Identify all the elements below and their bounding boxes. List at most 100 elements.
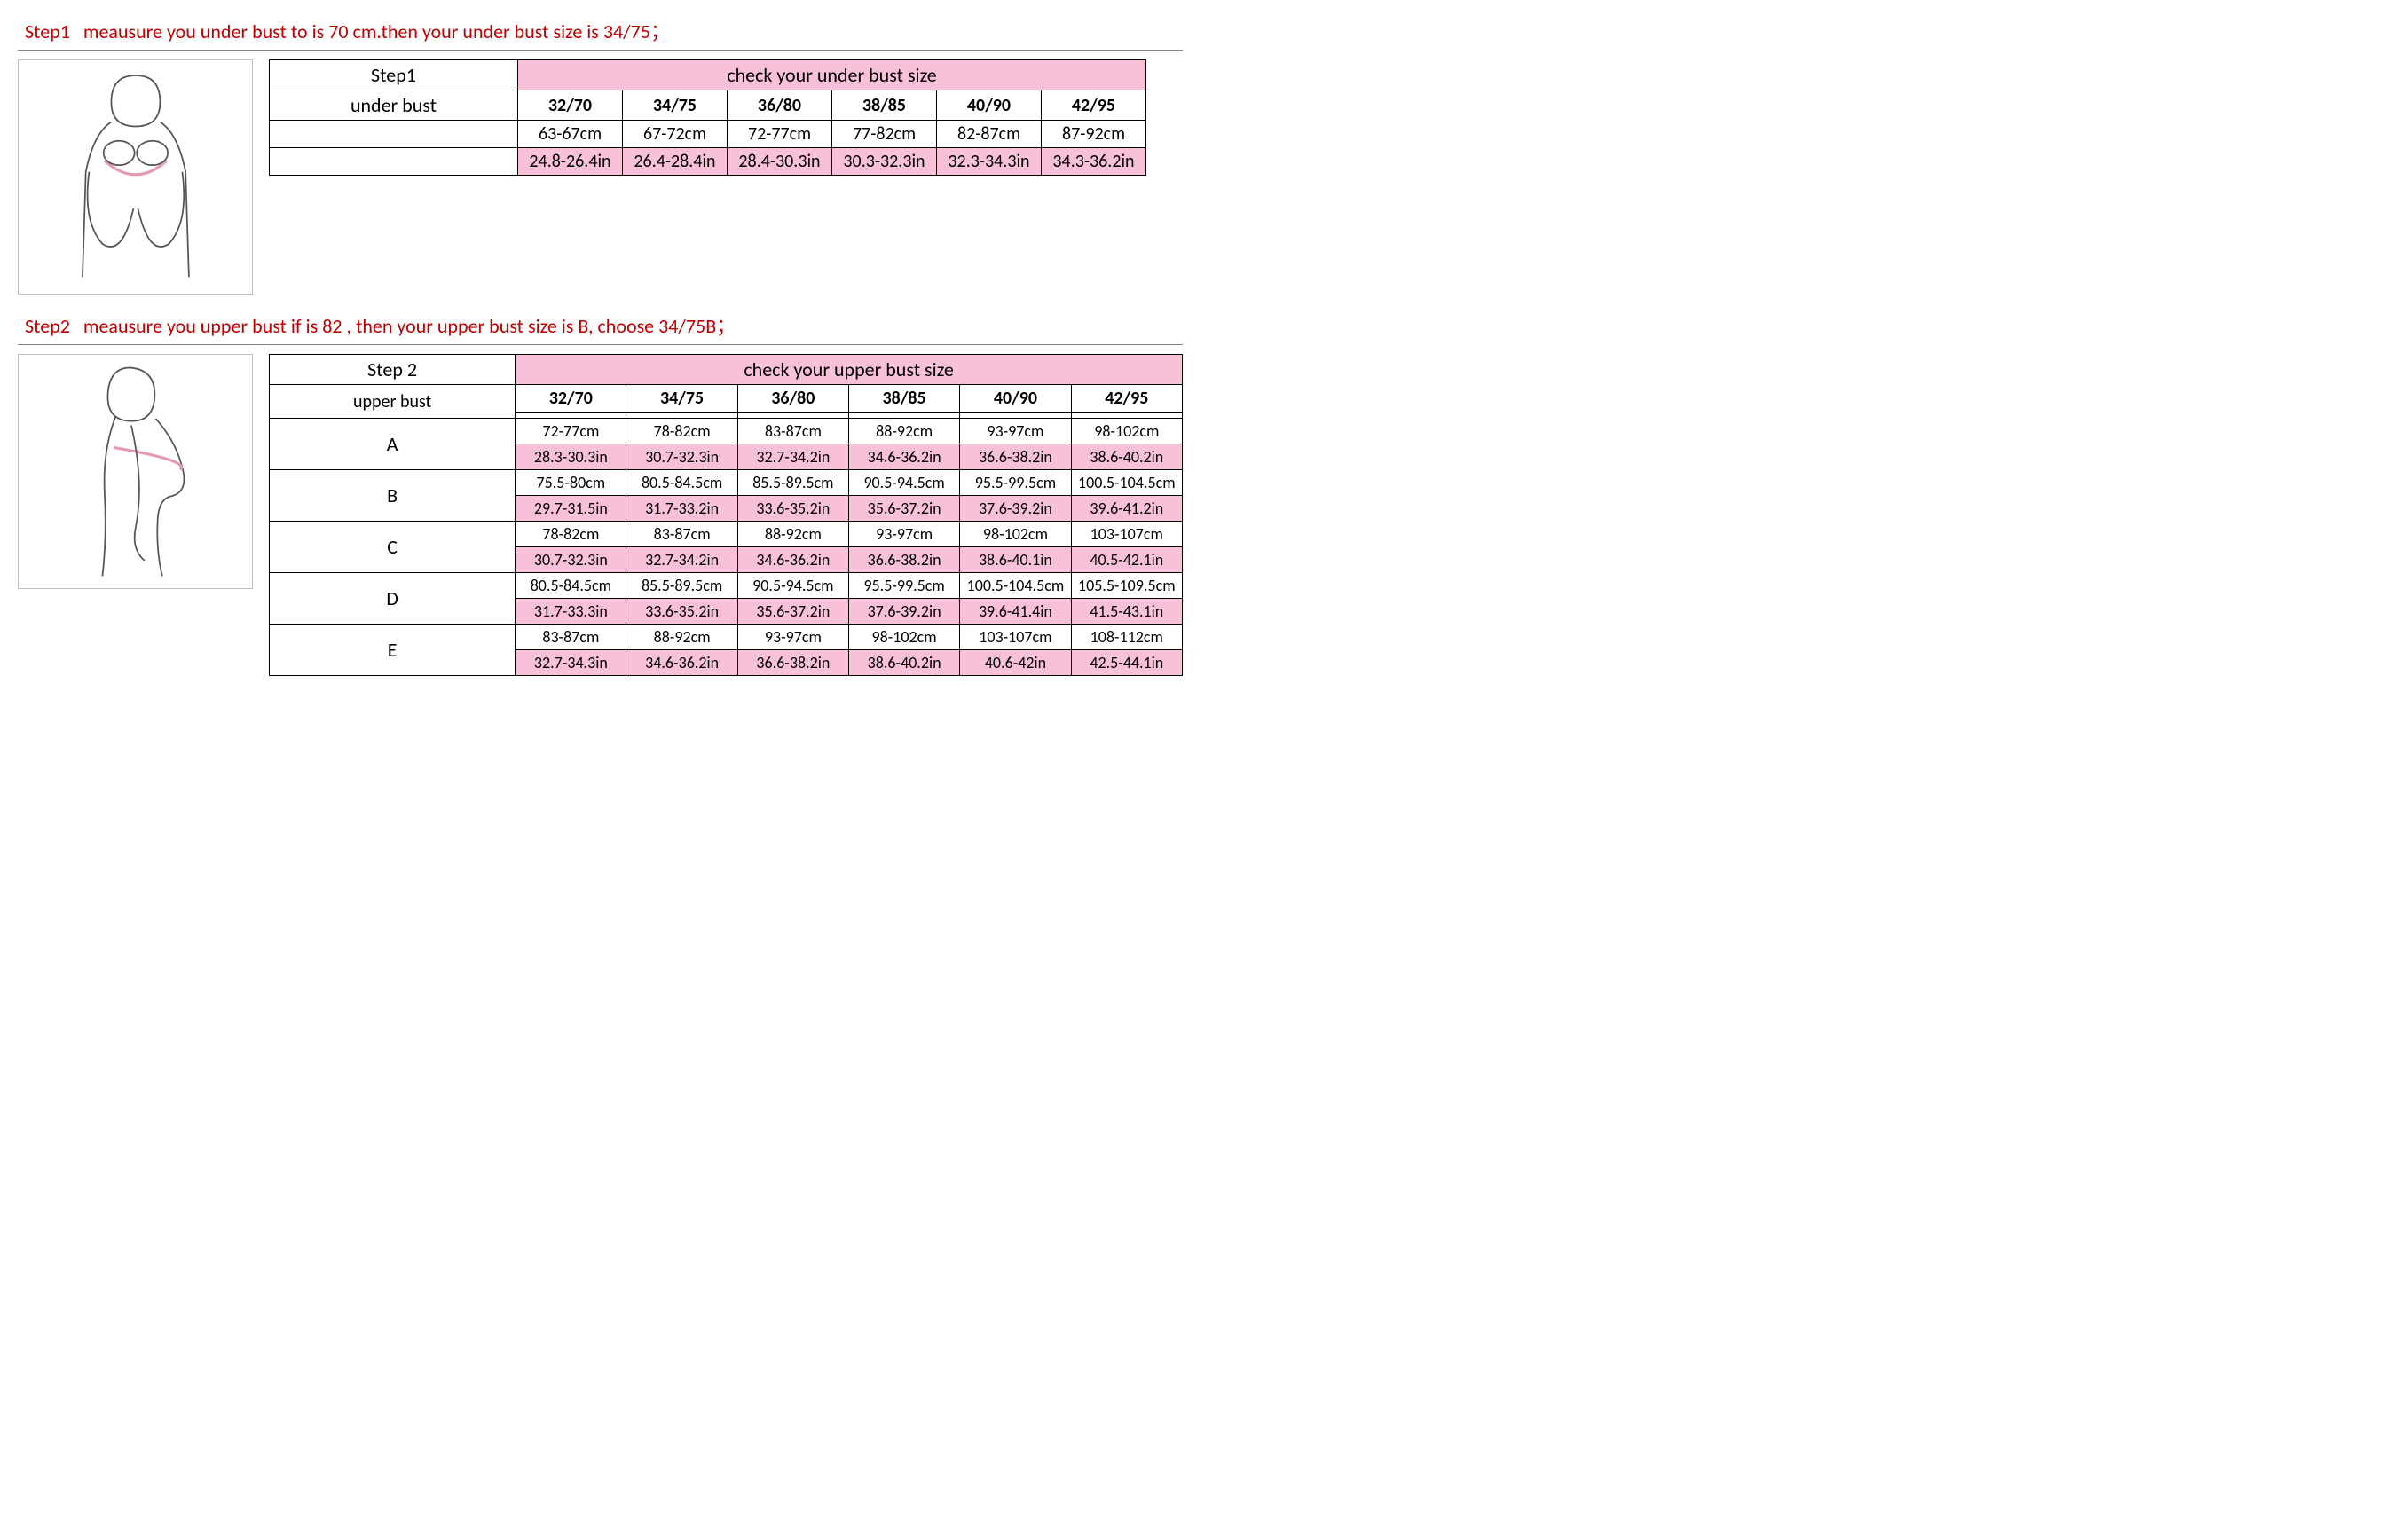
in-cell: 36.6-38.2in: [848, 547, 959, 573]
in-cell: 32.7-34.2in: [737, 444, 848, 470]
in-cell: 38.6-40.2in: [1071, 444, 1182, 470]
table-row: Step 2 check your upper bust size: [270, 355, 1183, 385]
cm-cell: 98-102cm: [960, 522, 1071, 547]
cm-cell: 85.5-89.5cm: [737, 470, 848, 496]
size-cell: 32/70: [518, 90, 623, 121]
in-cell: 30.7-32.3in: [626, 444, 737, 470]
empty-cell: [270, 148, 518, 176]
in-cell: 35.6-37.2in: [737, 599, 848, 625]
in-cell: 30.3-32.3in: [832, 148, 937, 176]
size-cell: 38/85: [848, 385, 959, 412]
size-cell: 40/90: [937, 90, 1042, 121]
cm-cell: 83-87cm: [516, 625, 626, 650]
size-cell: 36/80: [737, 385, 848, 412]
cm-cell: 98-102cm: [848, 625, 959, 650]
table-row: 24.8-26.4in 26.4-28.4in 28.4-30.3in 30.3…: [270, 148, 1146, 176]
in-cell: 40.6-42in: [960, 650, 1071, 676]
cm-cell: 82-87cm: [937, 121, 1042, 148]
in-cell: 42.5-44.1in: [1071, 650, 1182, 676]
cm-cell: 87-92cm: [1042, 121, 1146, 148]
empty-cell: [737, 412, 848, 419]
table-row: Step1 check your under bust size: [270, 60, 1146, 90]
cm-cell: 95.5-99.5cm: [960, 470, 1071, 496]
step2-corner: Step 2: [270, 355, 516, 385]
step1-header: Step1 meausure you under bust to is 70 c…: [25, 16, 1183, 44]
torso-side-icon: [25, 361, 247, 583]
step2-header: Step2 meausure you upper bust if is 82 ,…: [25, 310, 1183, 339]
in-cell: 34.3-36.2in: [1042, 148, 1146, 176]
empty-cell: [960, 412, 1071, 419]
under-bust-banner: check your under bust size: [518, 60, 1146, 90]
in-cell: 37.6-39.2in: [848, 599, 959, 625]
cup-label: D: [270, 573, 516, 625]
in-cell: 33.6-35.2in: [626, 599, 737, 625]
in-cell: 31.7-33.2in: [626, 496, 737, 522]
cm-cell: 85.5-89.5cm: [626, 573, 737, 599]
in-cell: 28.4-30.3in: [728, 148, 832, 176]
cm-cell: 95.5-99.5cm: [848, 573, 959, 599]
cup-label: B: [270, 470, 516, 522]
table-row: under bust 32/70 34/75 36/80 38/85 40/90…: [270, 90, 1146, 121]
table-row: E 83-87cm 88-92cm 93-97cm 98-102cm 103-1…: [270, 625, 1183, 650]
cm-cell: 80.5-84.5cm: [516, 573, 626, 599]
in-cell: 35.6-37.2in: [848, 496, 959, 522]
step2-section: Step 2 check your upper bust size upper …: [18, 354, 1183, 676]
cm-cell: 93-97cm: [960, 419, 1071, 444]
step1-corner: Step1: [270, 60, 518, 90]
table-row: B 75.5-80cm 80.5-84.5cm 85.5-89.5cm 90.5…: [270, 470, 1183, 496]
in-cell: 32.7-34.3in: [516, 650, 626, 676]
step1-section: Step1 check your under bust size under b…: [18, 59, 1183, 295]
empty-cell: [270, 121, 518, 148]
size-cell: 34/75: [626, 385, 737, 412]
in-cell: 33.6-35.2in: [737, 496, 848, 522]
in-cell: 32.7-34.2in: [626, 547, 737, 573]
in-cell: 37.6-39.2in: [960, 496, 1071, 522]
in-cell: 40.5-42.1in: [1071, 547, 1182, 573]
size-cell: 42/95: [1042, 90, 1146, 121]
empty-cell: [1071, 412, 1182, 419]
table-row: A 72-77cm 78-82cm 83-87cm 88-92cm 93-97c…: [270, 419, 1183, 444]
step1-desc: meausure you under bust to is 70 cm.then…: [83, 20, 670, 43]
cm-cell: 93-97cm: [848, 522, 959, 547]
size-cell: 32/70: [516, 385, 626, 412]
cm-cell: 77-82cm: [832, 121, 937, 148]
cm-cell: 72-77cm: [728, 121, 832, 148]
cm-cell: 98-102cm: [1071, 419, 1182, 444]
in-cell: 36.6-38.2in: [737, 650, 848, 676]
in-cell: 36.6-38.2in: [960, 444, 1071, 470]
in-cell: 24.8-26.4in: [518, 148, 623, 176]
upper-bust-banner: check your upper bust size: [516, 355, 1183, 385]
step2-label: Step2: [25, 314, 70, 338]
in-cell: 29.7-31.5in: [516, 496, 626, 522]
table-row: C 78-82cm 83-87cm 88-92cm 93-97cm 98-102…: [270, 522, 1183, 547]
cm-cell: 63-67cm: [518, 121, 623, 148]
in-cell: 31.7-33.3in: [516, 599, 626, 625]
upper-bust-row-label: upper bust: [270, 385, 516, 419]
in-cell: 34.6-36.2in: [848, 444, 959, 470]
cm-cell: 90.5-94.5cm: [848, 470, 959, 496]
cm-cell: 90.5-94.5cm: [737, 573, 848, 599]
step1-label: Step1: [25, 20, 70, 43]
in-cell: 26.4-28.4in: [623, 148, 728, 176]
cm-cell: 88-92cm: [737, 522, 848, 547]
cm-cell: 83-87cm: [626, 522, 737, 547]
cm-cell: 103-107cm: [1071, 522, 1182, 547]
in-cell: 38.6-40.1in: [960, 547, 1071, 573]
cup-label: C: [270, 522, 516, 573]
table-row: 63-67cm 67-72cm 72-77cm 77-82cm 82-87cm …: [270, 121, 1146, 148]
in-cell: 30.7-32.3in: [516, 547, 626, 573]
size-cell: 38/85: [832, 90, 937, 121]
under-bust-row-label: under bust: [270, 90, 518, 121]
in-cell: 34.6-36.2in: [737, 547, 848, 573]
in-cell: 28.3-30.3in: [516, 444, 626, 470]
table-row: upper bust 32/70 34/75 36/80 38/85 40/90…: [270, 385, 1183, 412]
upper-bust-illustration: [18, 354, 253, 589]
divider-2: [18, 344, 1183, 345]
size-cell: 36/80: [728, 90, 832, 121]
table-row: D 80.5-84.5cm 85.5-89.5cm 90.5-94.5cm 95…: [270, 573, 1183, 599]
in-cell: 41.5-43.1in: [1071, 599, 1182, 625]
cm-cell: 75.5-80cm: [516, 470, 626, 496]
cm-cell: 78-82cm: [626, 419, 737, 444]
cm-cell: 108-112cm: [1071, 625, 1182, 650]
cm-cell: 105.5-109.5cm: [1071, 573, 1182, 599]
